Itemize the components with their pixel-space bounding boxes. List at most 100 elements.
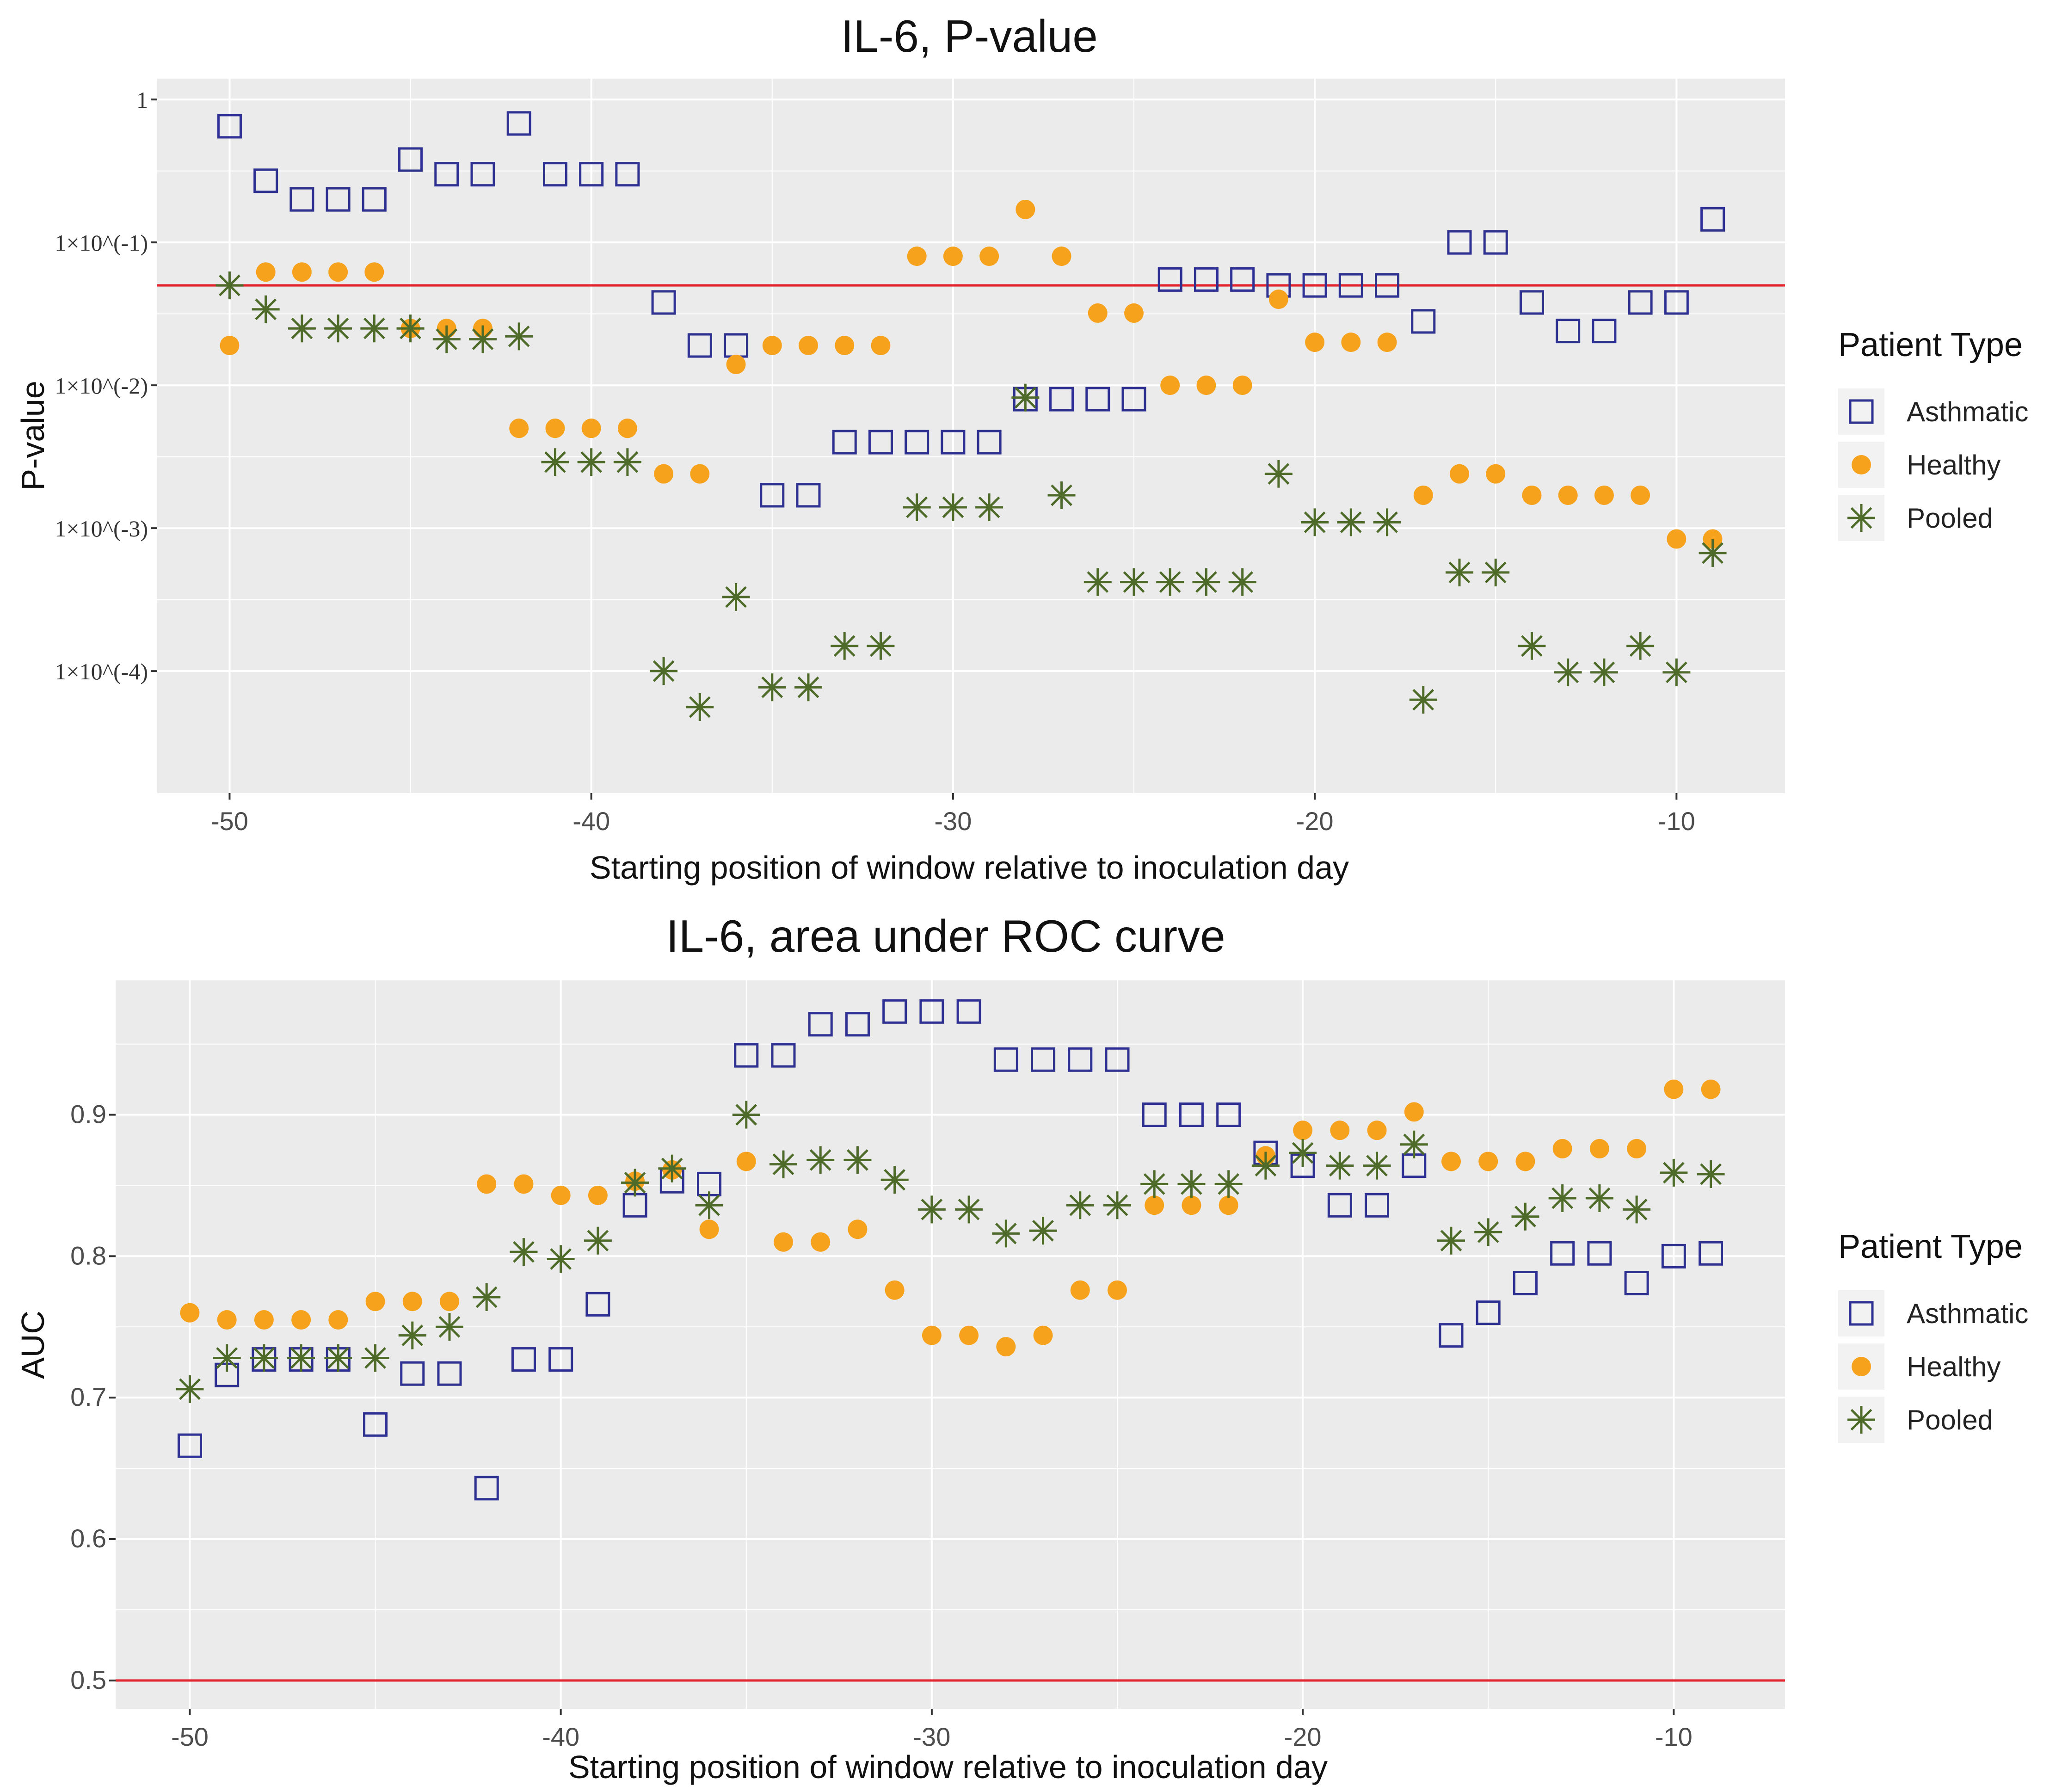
data-point xyxy=(1439,1323,1464,1348)
data-point xyxy=(1326,1152,1354,1180)
data-point xyxy=(1519,290,1544,315)
data-point xyxy=(509,419,529,438)
data-point xyxy=(686,693,714,721)
data-point xyxy=(1047,481,1076,509)
data-point xyxy=(1626,632,1655,660)
data-point xyxy=(1052,246,1071,266)
data-point xyxy=(1589,1139,1609,1158)
legend-label: Pooled xyxy=(1907,503,1993,534)
auc-chart: IL-6, area under ROC curve 0.50.60.70.80… xyxy=(15,911,2028,1785)
data-point xyxy=(398,1321,426,1349)
data-point xyxy=(1327,1193,1352,1218)
data-point xyxy=(1476,1300,1501,1325)
data-point xyxy=(1268,289,1288,309)
data-point xyxy=(868,430,893,455)
data-point xyxy=(1011,383,1040,412)
x-tick-label: -20 xyxy=(1296,807,1334,836)
plot-panel xyxy=(116,980,1785,1709)
x-axis-label: Starting position of window relative to … xyxy=(568,1749,1328,1785)
data-point xyxy=(1140,1170,1169,1198)
data-point xyxy=(1660,1158,1688,1187)
data-point xyxy=(581,419,601,438)
data-point xyxy=(758,673,786,702)
y-tick-label: 1×10^(-1) xyxy=(55,230,148,256)
data-point xyxy=(992,1219,1020,1248)
filled-circle-icon xyxy=(1852,455,1871,474)
data-point xyxy=(1121,387,1146,412)
data-point xyxy=(734,1043,759,1068)
data-point xyxy=(434,162,459,187)
data-point xyxy=(545,419,565,438)
x-axis: -50 -40 -30 -20 -10 xyxy=(171,1709,1693,1751)
data-point xyxy=(845,1012,870,1037)
data-point xyxy=(1289,1139,1317,1167)
data-point xyxy=(1103,1191,1131,1219)
data-point xyxy=(736,1152,756,1171)
data-point xyxy=(289,187,314,212)
data-point xyxy=(1033,1325,1053,1345)
data-point xyxy=(1232,376,1252,395)
data-point xyxy=(843,1146,872,1174)
data-point xyxy=(177,1433,202,1458)
data-point xyxy=(956,999,981,1024)
data-point xyxy=(1558,485,1578,505)
data-point xyxy=(542,162,567,187)
data-point xyxy=(769,1150,797,1178)
data-point xyxy=(1631,485,1650,505)
data-point xyxy=(548,1347,573,1372)
data-point xyxy=(1556,319,1581,344)
data-point xyxy=(217,114,242,139)
x-axis: -50 -40 -30 -20 -10 xyxy=(211,793,1695,836)
data-point xyxy=(474,1476,499,1501)
data-point xyxy=(1192,568,1220,596)
data-point xyxy=(1518,632,1546,660)
data-point xyxy=(506,111,531,136)
data-point xyxy=(176,1375,204,1403)
data-point xyxy=(848,1219,868,1239)
data-point xyxy=(760,483,785,508)
series-pooled xyxy=(215,271,1727,721)
data-point xyxy=(1216,1102,1241,1127)
data-point xyxy=(220,336,240,356)
series-healthy xyxy=(180,1079,1721,1357)
data-point xyxy=(885,1280,905,1300)
data-point xyxy=(774,1232,793,1252)
legend-label: Healthy xyxy=(1907,450,2001,480)
data-point xyxy=(365,1292,385,1312)
data-point xyxy=(1697,1160,1725,1188)
data-point xyxy=(732,1101,760,1129)
data-point xyxy=(1377,333,1397,352)
data-point xyxy=(324,1344,352,1372)
data-point xyxy=(541,448,569,476)
y-tick-label: 0.5 xyxy=(70,1665,106,1694)
data-point xyxy=(1301,508,1329,536)
data-point xyxy=(328,262,348,282)
pvalue-chart: IL-6, P-value 1 1×10^(-1) 1×10^(-2) 1×10^(-… xyxy=(15,11,2028,886)
data-point xyxy=(867,632,895,660)
x-tick-label: -50 xyxy=(211,807,248,836)
data-point xyxy=(180,1303,200,1323)
data-point xyxy=(799,336,818,356)
data-point xyxy=(808,1012,833,1037)
data-point xyxy=(398,147,423,172)
data-point xyxy=(1550,1241,1575,1266)
legend-label: Asthmatic xyxy=(1907,396,2028,427)
data-point xyxy=(1594,485,1614,505)
data-point xyxy=(1699,1241,1724,1266)
data-point xyxy=(250,1344,278,1372)
data-point xyxy=(1031,1047,1056,1072)
data-point xyxy=(1196,376,1216,395)
data-point xyxy=(1511,1202,1539,1231)
data-point xyxy=(402,1292,422,1312)
data-point xyxy=(363,1412,388,1437)
data-point xyxy=(579,162,604,187)
data-point xyxy=(1446,558,1473,586)
legend-key xyxy=(1838,1290,1884,1336)
legend: Patient Type Asthmatic Healthy Pooled xyxy=(1838,1228,2028,1443)
data-point xyxy=(1522,485,1542,505)
data-points xyxy=(176,999,1725,1501)
data-point xyxy=(1701,1079,1721,1099)
data-point xyxy=(440,1292,459,1312)
data-point xyxy=(1700,207,1725,232)
